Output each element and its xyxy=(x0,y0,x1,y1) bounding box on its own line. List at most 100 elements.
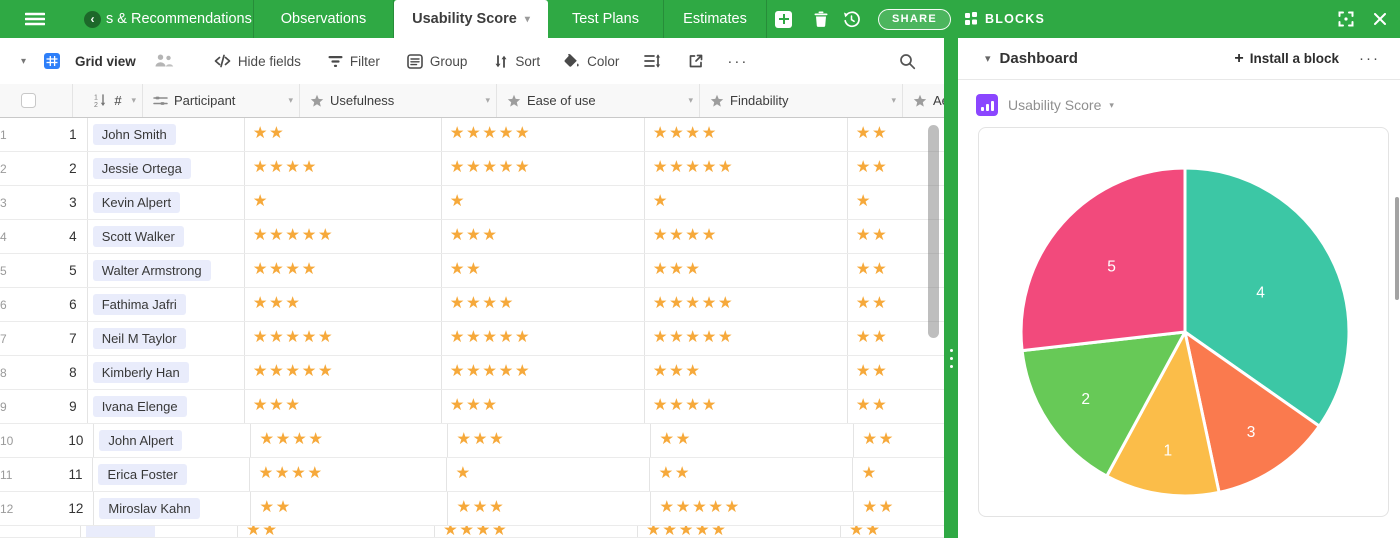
hide-fields-button[interactable]: Hide fields xyxy=(214,54,301,69)
cell-aesthetics[interactable]: ★ xyxy=(848,186,944,219)
color-button[interactable]: Color xyxy=(563,53,619,69)
cell-usefulness[interactable]: ★★★★ xyxy=(250,458,448,491)
cell-findability[interactable]: ★ xyxy=(645,186,848,219)
cell-participant[interactable]: Erica Foster xyxy=(93,458,251,491)
cell-findability[interactable]: ★★★★★ xyxy=(651,492,855,525)
search-icon[interactable] xyxy=(899,53,916,70)
cell-participant[interactable] xyxy=(81,526,238,537)
row-number[interactable]: 5 xyxy=(0,263,7,278)
cell-ease-of-use[interactable]: ★★ xyxy=(442,254,645,287)
tab-findings-recommendations[interactable]: ‹ s & Recommendations xyxy=(70,0,254,38)
chevron-down-icon[interactable]: ▾ xyxy=(524,13,530,25)
row-number[interactable]: 12 xyxy=(0,501,14,516)
cell-findability[interactable]: ★★★★★ xyxy=(645,152,848,185)
cell-id[interactable] xyxy=(11,526,81,537)
cell-id[interactable]: 12 xyxy=(24,492,95,525)
cell-aesthetics[interactable]: ★★ xyxy=(848,322,944,355)
tab-test-plans[interactable]: Test Plans xyxy=(548,0,664,38)
people-icon[interactable] xyxy=(154,54,174,68)
row-number[interactable]: 9 xyxy=(0,399,7,414)
group-button[interactable]: Group xyxy=(407,54,467,69)
cell-usefulness[interactable]: ★★ xyxy=(245,118,442,151)
pie-slice-4[interactable] xyxy=(1183,166,1351,428)
cell-aesthetics[interactable]: ★★ xyxy=(848,152,944,185)
cell-aesthetics[interactable]: ★★ xyxy=(854,492,944,525)
install-block-button[interactable]: + Install a block xyxy=(1234,50,1339,68)
grid-vertical-scrollbar[interactable] xyxy=(928,125,939,338)
row-number[interactable]: 2 xyxy=(0,161,7,176)
cell-ease-of-use[interactable]: ★★★★★ xyxy=(442,152,645,185)
column-header-ease-of-use[interactable]: Ease of use ▾ xyxy=(497,84,700,117)
share-button[interactable]: SHARE xyxy=(878,8,952,30)
column-header--[interactable]: 1 2 # ▾ xyxy=(73,84,143,117)
pie-slice-3[interactable] xyxy=(1183,330,1321,494)
cell-usefulness[interactable]: ★★★★★ xyxy=(245,356,442,389)
cell-id[interactable]: 3 xyxy=(18,186,88,219)
cell-findability[interactable]: ★★★★★ xyxy=(645,322,848,355)
cell-ease-of-use[interactable]: ★★★★ xyxy=(442,288,645,321)
cell-ease-of-use[interactable]: ★★★ xyxy=(448,492,652,525)
view-more-button[interactable]: ··· xyxy=(727,52,749,70)
cell-findability[interactable]: ★★★ xyxy=(645,356,848,389)
cell-aesthetics[interactable]: ★★ xyxy=(848,390,944,423)
cell-aesthetics[interactable]: ★★ xyxy=(848,118,944,151)
add-table-button[interactable] xyxy=(775,10,792,28)
share-view-icon[interactable] xyxy=(688,53,704,69)
cell-ease-of-use[interactable]: ★★★★★ xyxy=(442,118,645,151)
cell-id[interactable]: 2 xyxy=(18,152,88,185)
cell-findability[interactable]: ★★★★★ xyxy=(645,288,848,321)
cell-usefulness[interactable]: ★★★★★ xyxy=(245,322,442,355)
cell-aesthetics[interactable]: ★★ xyxy=(848,288,944,321)
sort-button[interactable]: Sort xyxy=(494,54,540,69)
cell-ease-of-use[interactable]: ★★★ xyxy=(442,220,645,253)
cell-participant[interactable]: Ivana Elenge xyxy=(88,390,245,423)
cell-participant[interactable]: Kimberly Han xyxy=(88,356,245,389)
cell-usefulness[interactable]: ★★★★ xyxy=(245,152,442,185)
panel-scrollbar[interactable] xyxy=(1395,197,1399,300)
cell-aesthetics[interactable]: ★★ xyxy=(848,220,944,253)
cell-participant[interactable]: Neil M Taylor xyxy=(88,322,245,355)
select-all-checkbox[interactable] xyxy=(21,93,36,108)
cell-id[interactable]: 10 xyxy=(24,424,95,457)
block-title[interactable]: Usability Score xyxy=(1008,97,1102,113)
cell-usefulness[interactable]: ★★ xyxy=(251,492,449,525)
bar-chart-icon[interactable] xyxy=(976,94,998,116)
tab-usability-score[interactable]: Usability Score ▾ xyxy=(394,0,548,38)
fullscreen-icon[interactable] xyxy=(1338,0,1354,38)
cell-participant[interactable]: John Alpert xyxy=(94,424,252,457)
cell-ease-of-use[interactable]: ★★★ xyxy=(448,424,652,457)
cell-aesthetics[interactable]: ★★ xyxy=(848,356,944,389)
cell-aesthetics[interactable]: ★★ xyxy=(841,526,944,537)
menu-icon[interactable] xyxy=(0,0,70,38)
cell-ease-of-use[interactable]: ★★★★ xyxy=(435,526,638,537)
cell-aesthetics[interactable]: ★ xyxy=(853,458,944,491)
row-number[interactable]: 3 xyxy=(0,195,7,210)
pie-slice-5[interactable] xyxy=(1019,166,1187,353)
cell-participant[interactable]: Walter Armstrong xyxy=(88,254,245,287)
cell-findability[interactable]: ★★★★★ xyxy=(638,526,841,537)
filter-button[interactable]: Filter xyxy=(328,54,380,69)
cell-findability[interactable]: ★★★★ xyxy=(645,220,848,253)
cell-usefulness[interactable]: ★★★★ xyxy=(245,254,442,287)
row-number[interactable]: 6 xyxy=(0,297,7,312)
row-height-icon[interactable] xyxy=(644,53,661,69)
row-number[interactable]: 10 xyxy=(0,433,14,448)
column-header-participant[interactable]: Participant ▾ xyxy=(143,84,300,117)
cell-id[interactable]: 7 xyxy=(18,322,88,355)
cell-usefulness[interactable]: ★★★ xyxy=(245,288,442,321)
cell-findability[interactable]: ★★ xyxy=(651,424,855,457)
cell-participant[interactable]: John Smith xyxy=(88,118,245,151)
pie-slice-1[interactable] xyxy=(1105,330,1221,498)
cell-participant[interactable]: Kevin Alpert xyxy=(88,186,245,219)
cell-id[interactable]: 9 xyxy=(18,390,88,423)
cell-participant[interactable]: Scott Walker xyxy=(88,220,245,253)
row-number[interactable] xyxy=(0,526,11,537)
chevron-down-icon[interactable]: ▾ xyxy=(891,95,896,105)
cell-findability[interactable]: ★★★★ xyxy=(645,390,848,423)
row-number[interactable]: 7 xyxy=(0,331,7,346)
collapse-dashboard-icon[interactable]: ▾ xyxy=(985,53,991,65)
cell-usefulness[interactable]: ★★★ xyxy=(245,390,442,423)
cell-usefulness[interactable]: ★ xyxy=(245,186,442,219)
chevron-left-circle-icon[interactable]: ‹ xyxy=(84,10,101,28)
history-icon[interactable] xyxy=(843,0,860,38)
